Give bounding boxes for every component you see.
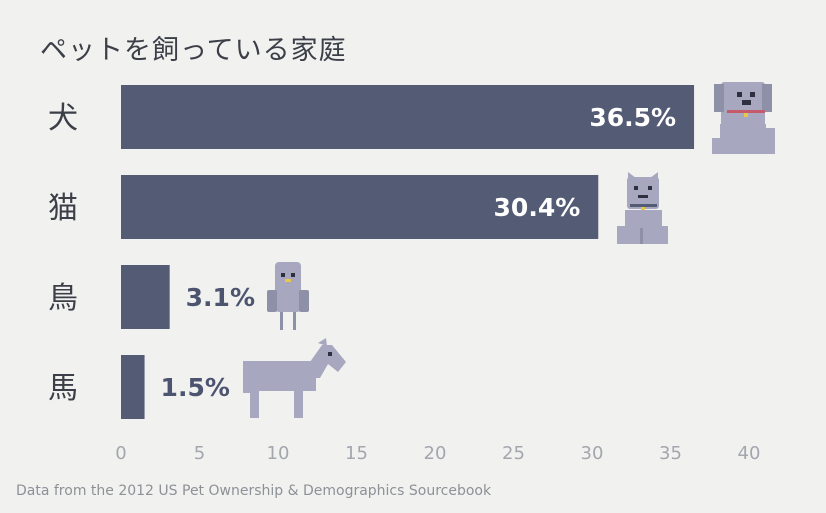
dog-icon <box>712 82 775 154</box>
category-label: 鳥 <box>48 281 78 316</box>
x-tick-label: 0 <box>115 443 126 464</box>
value-label: 3.1% <box>186 283 255 312</box>
x-tick-label: 10 <box>267 443 290 464</box>
bird-icon <box>267 262 309 330</box>
horse-icon <box>243 338 346 418</box>
chart-title: ペットを飼っている家庭 <box>40 35 347 66</box>
x-tick-label: 20 <box>424 443 447 464</box>
x-tick-label: 40 <box>738 443 761 464</box>
value-label: 1.5% <box>161 373 230 402</box>
source-note: Data from the 2012 US Pet Ownership & De… <box>16 483 492 499</box>
value-label: 30.4% <box>494 193 581 222</box>
x-tick-label: 25 <box>502 443 525 464</box>
x-tick-label: 35 <box>659 443 682 464</box>
value-label: 36.5% <box>589 103 676 132</box>
bar-1 <box>121 175 599 239</box>
x-tick-label: 15 <box>345 443 368 464</box>
category-label: 犬 <box>48 101 78 136</box>
cat-icon <box>617 172 668 244</box>
bar-0 <box>121 85 695 149</box>
bar-3 <box>121 355 145 419</box>
bar-2 <box>121 265 170 329</box>
category-label: 猫 <box>48 191 78 226</box>
category-label: 馬 <box>48 371 78 406</box>
x-tick-label: 30 <box>581 443 604 464</box>
x-tick-label: 5 <box>194 443 205 464</box>
